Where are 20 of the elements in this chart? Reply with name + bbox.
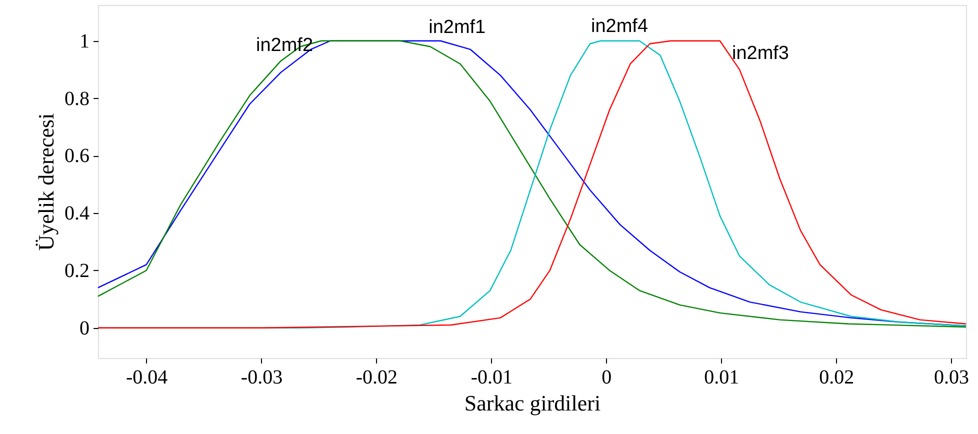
series-label: in2mf4 bbox=[590, 16, 648, 37]
y-tick-label: 0 bbox=[80, 317, 90, 340]
series-label: in2mf2 bbox=[256, 34, 314, 56]
x-tick-label: 0.01 bbox=[704, 366, 740, 388]
y-tick-label: 0.8 bbox=[64, 88, 90, 110]
x-tick-label: 0.02 bbox=[819, 366, 854, 388]
x-tick-label: 0 bbox=[602, 366, 612, 388]
series-label: in2mf1 bbox=[428, 16, 486, 38]
y-axis-title: Üyelik derecesi bbox=[34, 113, 58, 251]
x-axis-title: Sarkac girdileri bbox=[464, 390, 601, 416]
x-tick-label: -0.03 bbox=[240, 366, 283, 388]
y-tick-label: 0.6 bbox=[64, 145, 90, 168]
x-tick-label: 0.03 bbox=[934, 366, 970, 388]
x-tick-label: -0.02 bbox=[356, 366, 398, 388]
y-tick-label: 0.4 bbox=[64, 202, 90, 225]
x-tick-label: -0.04 bbox=[126, 366, 168, 388]
series-label: in2mf3 bbox=[732, 42, 789, 64]
y-tick-label: 0.2 bbox=[64, 260, 90, 282]
x-tick-label: -0.01 bbox=[470, 366, 513, 388]
y-tick-label: 1 bbox=[80, 30, 90, 52]
